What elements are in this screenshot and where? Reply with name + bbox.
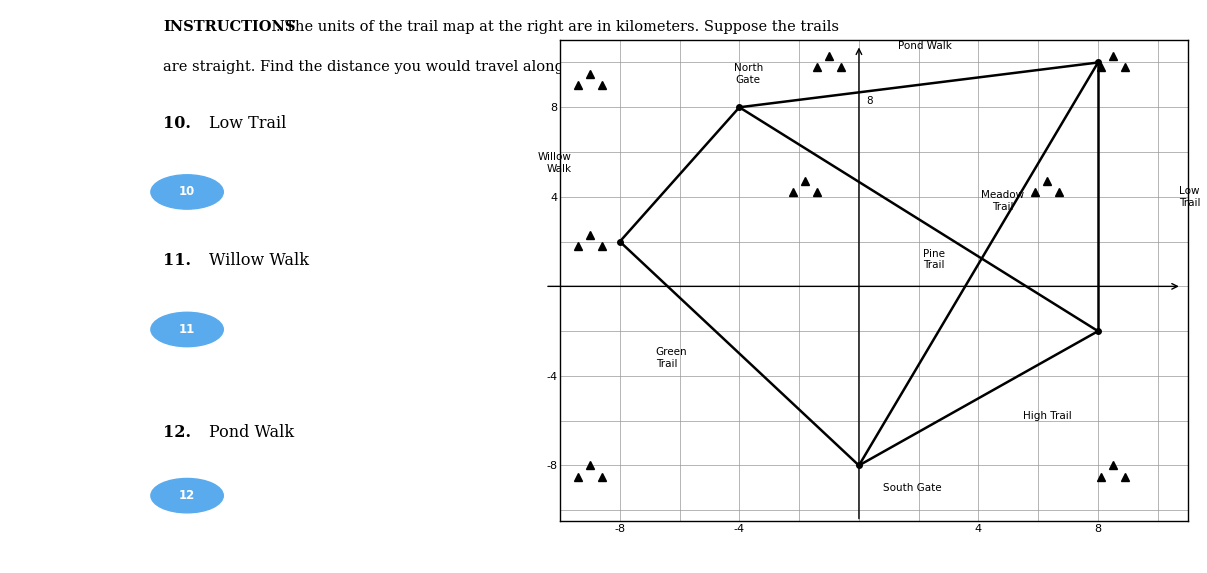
Text: 8: 8 <box>867 96 873 105</box>
Text: Willow
Walk: Willow Walk <box>538 152 572 174</box>
Text: 12.: 12. <box>163 424 191 441</box>
Text: South Gate: South Gate <box>882 484 941 493</box>
Text: 11: 11 <box>179 323 196 336</box>
Text: 10.: 10. <box>163 115 191 132</box>
Text: Willow Walk: Willow Walk <box>209 252 309 269</box>
Text: 12: 12 <box>179 489 196 502</box>
Text: 10: 10 <box>179 186 196 198</box>
Text: INSTRUCTIONS: INSTRUCTIONS <box>163 20 296 34</box>
Circle shape <box>151 478 223 513</box>
Text: Pond Walk: Pond Walk <box>209 424 295 441</box>
Text: Meadow
Trail: Meadow Trail <box>981 190 1024 212</box>
Text: North
Gate: North Gate <box>734 63 763 85</box>
Text: Pond Walk: Pond Walk <box>898 41 951 52</box>
Text: Low Trail: Low Trail <box>209 115 286 132</box>
Text: are straight. Find the distance you would travel along each trail to the nearest: are straight. Find the distance you woul… <box>163 60 856 74</box>
Text: 11.: 11. <box>163 252 191 269</box>
Text: . The units of the trail map at the right are in kilometers. Suppose the trails: . The units of the trail map at the righ… <box>276 20 839 34</box>
Text: High Trail: High Trail <box>1024 411 1072 421</box>
Text: Pine
Trail: Pine Trail <box>922 249 945 270</box>
Text: Green
Trail: Green Trail <box>655 347 687 369</box>
Circle shape <box>151 312 223 347</box>
Text: Low
Trail: Low Trail <box>1179 186 1200 207</box>
Circle shape <box>151 175 223 209</box>
